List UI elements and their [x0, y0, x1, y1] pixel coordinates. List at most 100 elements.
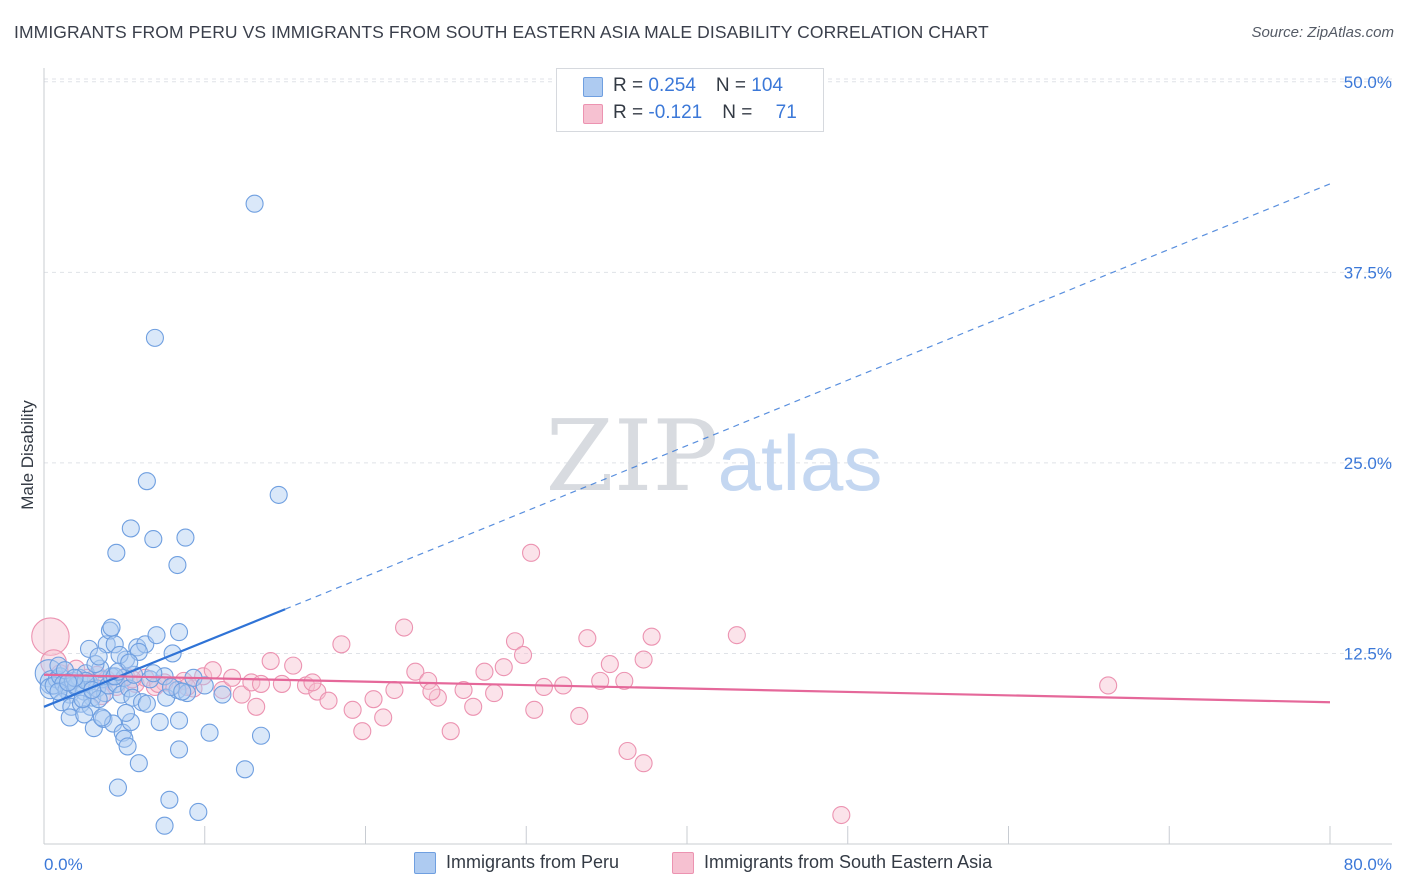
- sea-point: [513, 645, 533, 665]
- peru-point: [144, 664, 163, 683]
- sea-point: [332, 635, 351, 654]
- peru-point: [89, 690, 108, 709]
- sea-point: [353, 722, 372, 741]
- peru-point: [169, 623, 189, 642]
- sea-point: [31, 617, 70, 656]
- sea-point: [642, 627, 661, 646]
- peru-point: [145, 328, 164, 347]
- chart-title: IMMIGRANTS FROM PERU VS IMMIGRANTS FROM …: [14, 22, 989, 42]
- peru-point: [108, 778, 127, 797]
- peru-point: [118, 737, 137, 756]
- bottom-legend-label-sea: Immigrants from South Eastern Asia: [704, 852, 993, 872]
- peru-point: [168, 555, 187, 575]
- peru-point: [169, 740, 189, 759]
- peru-point: [100, 621, 119, 640]
- sea-points: [31, 543, 1118, 825]
- peru-point: [129, 754, 148, 773]
- sea-point: [534, 677, 553, 697]
- peru-point: [195, 676, 214, 695]
- sea-point: [213, 680, 232, 700]
- sea-point: [494, 658, 513, 677]
- tick-labels: 12.5% 25.0% 37.5% 50.0% 0.0% 80.0%: [44, 73, 1392, 874]
- legend-swatch-peru: [583, 77, 603, 97]
- sea-point: [832, 805, 851, 825]
- peru-point: [150, 712, 169, 732]
- sea-point: [522, 543, 541, 562]
- sea-point: [600, 655, 619, 674]
- sea-point: [505, 632, 525, 651]
- sea-point: [261, 652, 280, 671]
- legend-box: R = 0.254 N = 104 R = -0.121 N = 71: [556, 68, 824, 132]
- sea-point: [441, 722, 460, 741]
- peru-point: [102, 618, 121, 637]
- peru-point: [169, 711, 189, 730]
- peru-point: [75, 705, 94, 724]
- sea-point: [634, 650, 653, 669]
- sea-point: [251, 674, 271, 693]
- legend-text-sea: R = -0.121 N = 71: [613, 102, 797, 124]
- watermark: ZIP atlas: [546, 400, 883, 514]
- peru-point: [104, 714, 123, 733]
- peru-point: [189, 802, 208, 822]
- y-tick-label: 50.0%: [1344, 73, 1392, 92]
- legend-peru-r-value: 0.254: [648, 75, 696, 96]
- source-label: Source: ZipAtlas.com: [1251, 24, 1394, 41]
- peru-point: [60, 708, 79, 727]
- peru-point: [116, 703, 136, 722]
- peru-point: [89, 647, 108, 666]
- peru-point: [144, 530, 163, 549]
- peru-point: [235, 760, 254, 779]
- legend-sea-r-value: -0.121: [648, 102, 703, 123]
- sea-point: [422, 682, 441, 701]
- x-tick-label: 80.0%: [1344, 855, 1392, 874]
- sea-point: [319, 691, 338, 710]
- legend-text-peru: R = 0.254 N = 104: [613, 75, 783, 97]
- bottom-legend-label-peru: Immigrants from Peru: [446, 852, 620, 872]
- peru-point: [245, 194, 264, 213]
- sea-point: [464, 697, 483, 716]
- sea-point: [395, 618, 414, 637]
- sea-point: [570, 706, 589, 725]
- peru-point: [79, 639, 99, 658]
- legend-sea-n-label: N =: [722, 102, 758, 123]
- peru-point: [137, 472, 156, 491]
- sea-point: [364, 690, 383, 709]
- peru-point: [269, 485, 288, 504]
- peru-point: [65, 668, 84, 687]
- sea-point: [406, 662, 425, 681]
- peru-point: [121, 519, 140, 538]
- sea-point: [272, 674, 291, 693]
- grid: [44, 78, 1392, 654]
- watermark-zip: ZIP: [546, 400, 719, 514]
- peru-point: [137, 694, 156, 713]
- y-tick-label: 37.5%: [1344, 263, 1392, 282]
- sea-point: [634, 754, 653, 773]
- peru-points: [34, 194, 288, 835]
- peru-point: [59, 673, 78, 692]
- legend-sea-r-label: R =: [613, 102, 649, 123]
- sea-point: [194, 667, 213, 686]
- legend-swatch-sea: [583, 104, 603, 124]
- peru-trend-line: [43, 608, 286, 708]
- y-tick-label: 25.0%: [1344, 454, 1392, 473]
- peru-point: [147, 626, 166, 645]
- legend-peru-n-label: N =: [715, 75, 752, 96]
- sea-point: [618, 741, 637, 761]
- peru-point: [92, 708, 111, 727]
- sea-trend-line: [43, 673, 1331, 704]
- sea-point: [203, 661, 222, 680]
- sea-point: [727, 626, 746, 645]
- peru-point: [163, 644, 182, 663]
- peru-point: [200, 723, 219, 742]
- sea-point: [525, 700, 544, 719]
- watermark-atlas: atlas: [718, 419, 883, 507]
- peru-point: [251, 726, 271, 745]
- sea-point: [578, 629, 597, 648]
- peru-point: [107, 543, 126, 562]
- y-tick-label: 12.5%: [1344, 644, 1392, 663]
- legend-peru-r-label: R =: [613, 75, 649, 96]
- peru-point: [121, 712, 140, 732]
- peru-point: [155, 816, 174, 835]
- sea-point: [343, 700, 362, 719]
